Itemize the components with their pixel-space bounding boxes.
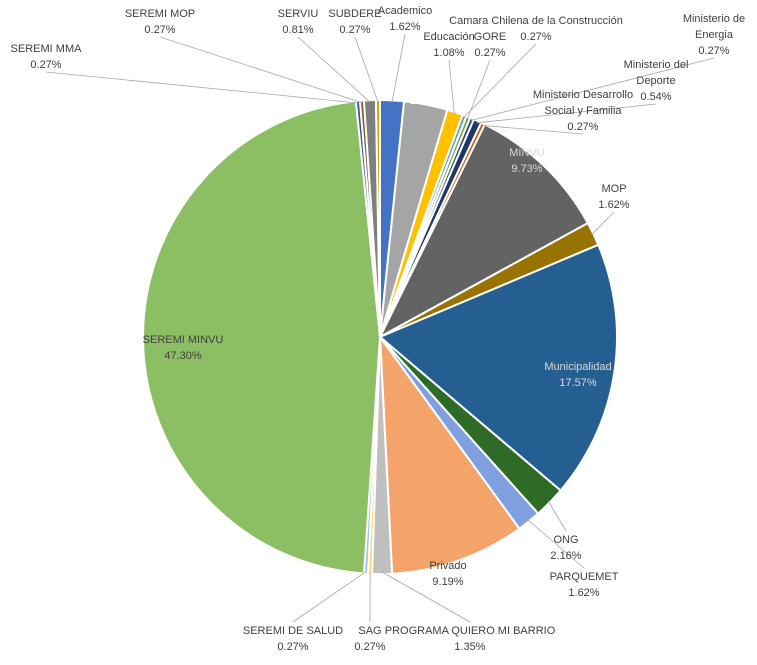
leader-line [449,60,454,114]
leader-line [548,501,566,531]
leader-line [160,37,362,103]
leader-line [392,34,405,102]
leader-line [298,37,370,102]
leader-line [293,572,366,622]
leader-line [592,212,614,235]
leader-line [468,60,491,119]
leader-line [46,72,358,103]
